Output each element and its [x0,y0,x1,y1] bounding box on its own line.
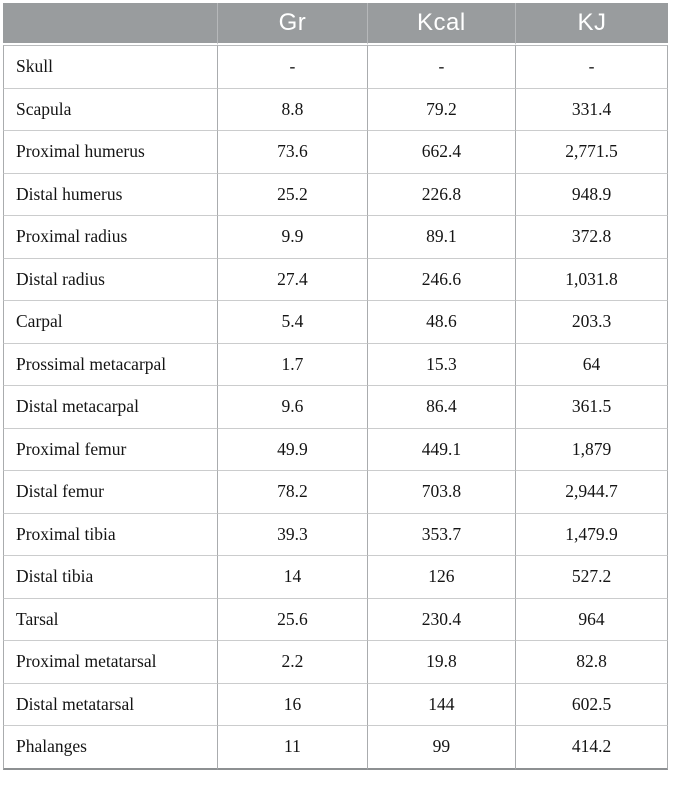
table-row: Distal humerus 25.2 226.8 948.9 [3,173,668,216]
cell-gr: 5.4 [217,301,367,344]
table-row: Proximal tibia 39.3 353.7 1,479.9 [3,513,668,556]
cell-kj: - [515,45,668,89]
cell-gr: 11 [217,726,367,770]
table-row: Proximal radius 9.9 89.1 372.8 [3,216,668,259]
table-row: Tarsal 25.6 230.4 964 [3,598,668,641]
row-label: Proximal metatarsal [3,641,218,684]
table-body: Skull - - - Scapula 8.8 79.2 331.4 Proximal hume… [3,45,668,770]
cell-gr: 9.6 [217,386,367,429]
cell-gr: 49.9 [217,428,367,471]
table-row: Phalanges 11 99 414.2 [3,726,668,770]
cell-kcal: 19.8 [366,641,516,684]
cell-kj: 2,771.5 [515,131,668,174]
cell-gr: 25.6 [217,598,367,641]
table-row: Distal metacarpal 9.6 86.4 361.5 [3,386,668,429]
cell-kcal: 48.6 [366,301,516,344]
cell-kj: 414.2 [515,726,668,770]
cell-gr: 14 [217,556,367,599]
table-row: Proximal humerus 73.6 662.4 2,771.5 [3,131,668,174]
cell-gr: 1.7 [217,343,367,386]
cell-gr: - [217,45,367,89]
cell-kj: 1,879 [515,428,668,471]
cell-gr: 39.3 [217,513,367,556]
header-row: Gr Kcal KJ [3,3,668,45]
table-row: Scapula 8.8 79.2 331.4 [3,88,668,131]
cell-gr: 78.2 [217,471,367,514]
header-cell-kcal: Kcal [366,3,516,45]
cell-gr: 9.9 [217,216,367,259]
row-label: Distal metacarpal [3,386,218,429]
table-row: Distal femur 78.2 703.8 2,944.7 [3,471,668,514]
cell-kcal: 353.7 [366,513,516,556]
cell-kj: 372.8 [515,216,668,259]
cell-kcal: 99 [366,726,516,770]
header-cell-gr: Gr [217,3,367,45]
row-label: Distal metatarsal [3,683,218,726]
row-label: Carpal [3,301,218,344]
cell-kcal: - [366,45,516,89]
cell-gr: 2.2 [217,641,367,684]
table-row: Distal tibia 14 126 527.2 [3,556,668,599]
cell-kj: 948.9 [515,173,668,216]
row-label: Proximal radius [3,216,218,259]
cell-kcal: 662.4 [366,131,516,174]
cell-gr: 27.4 [217,258,367,301]
row-label: Prossimal metacarpal [3,343,218,386]
cell-kj: 2,944.7 [515,471,668,514]
cell-kcal: 126 [366,556,516,599]
row-label: Proximal humerus [3,131,218,174]
row-label: Distal tibia [3,556,218,599]
table-row: Skull - - - [3,45,668,89]
cell-gr: 16 [217,683,367,726]
cell-kcal: 449.1 [366,428,516,471]
header-cell-empty [3,3,218,45]
cell-kj: 1,031.8 [515,258,668,301]
table-row: Proximal femur 49.9 449.1 1,879 [3,428,668,471]
table-row: Distal radius 27.4 246.6 1,031.8 [3,258,668,301]
header-cell-kj: KJ [515,3,668,45]
cell-kcal: 86.4 [366,386,516,429]
cell-kj: 964 [515,598,668,641]
cell-gr: 73.6 [217,131,367,174]
row-label: Proximal tibia [3,513,218,556]
table-row: Prossimal metacarpal 1.7 15.3 64 [3,343,668,386]
table-row: Distal metatarsal 16 144 602.5 [3,683,668,726]
row-label: Proximal femur [3,428,218,471]
row-label: Tarsal [3,598,218,641]
cell-kcal: 226.8 [366,173,516,216]
cell-kcal: 246.6 [366,258,516,301]
cell-kcal: 144 [366,683,516,726]
table-row: Proximal metatarsal 2.2 19.8 82.8 [3,641,668,684]
cell-kj: 361.5 [515,386,668,429]
row-label: Distal humerus [3,173,218,216]
energy-table: Gr Kcal KJ Skull - - - Scapula 8.8 79.2 331.4 Pr… [3,3,668,770]
row-label: Distal femur [3,471,218,514]
cell-kcal: 703.8 [366,471,516,514]
cell-kcal: 79.2 [366,88,516,131]
cell-kcal: 15.3 [366,343,516,386]
row-label: Distal radius [3,258,218,301]
row-label: Scapula [3,88,218,131]
cell-kj: 602.5 [515,683,668,726]
cell-kj: 527.2 [515,556,668,599]
table-row: Carpal 5.4 48.6 203.3 [3,301,668,344]
cell-kj: 203.3 [515,301,668,344]
cell-gr: 25.2 [217,173,367,216]
cell-gr: 8.8 [217,88,367,131]
cell-kj: 64 [515,343,668,386]
cell-kcal: 89.1 [366,216,516,259]
cell-kcal: 230.4 [366,598,516,641]
row-label: Phalanges [3,726,218,770]
cell-kj: 331.4 [515,88,668,131]
cell-kj: 82.8 [515,641,668,684]
cell-kj: 1,479.9 [515,513,668,556]
table-header: Gr Kcal KJ [3,3,668,45]
row-label: Skull [3,45,218,89]
